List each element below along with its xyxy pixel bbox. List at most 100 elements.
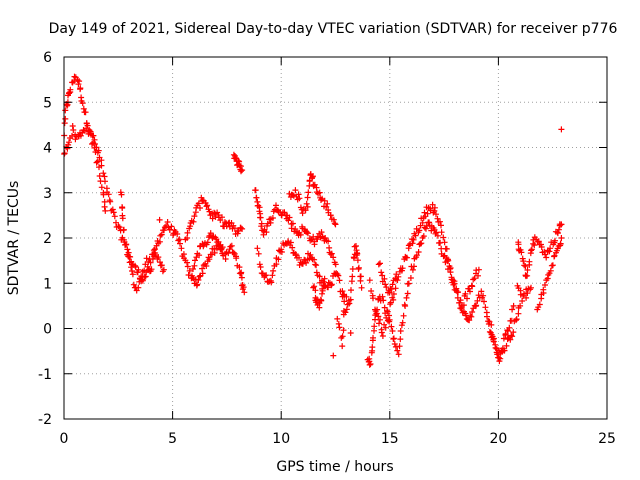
data-point [382, 324, 389, 331]
data-point [204, 239, 211, 246]
data-point [225, 250, 232, 257]
data-point [290, 192, 297, 199]
data-point [358, 284, 365, 291]
data-point [415, 249, 422, 255]
y-axis-label: SDTVAR / TECUs [6, 181, 22, 296]
data-point [204, 202, 211, 209]
data-point [237, 224, 244, 231]
data-point [239, 167, 246, 174]
data-point [485, 318, 492, 325]
data-point [150, 247, 157, 254]
data-point [379, 272, 386, 279]
data-point [443, 245, 450, 252]
data-point [219, 244, 226, 251]
data-point [366, 361, 373, 368]
data-point [400, 312, 407, 319]
data-point [397, 336, 404, 343]
data-point [380, 297, 387, 304]
data-point [309, 174, 316, 181]
data-point [540, 290, 547, 296]
data-point [394, 347, 401, 354]
data-point [381, 304, 388, 311]
data-point [486, 318, 493, 325]
data-point [410, 236, 417, 243]
data-point [339, 343, 346, 350]
data-point [257, 264, 264, 270]
data-point [447, 265, 454, 271]
data-point [332, 261, 339, 268]
data-point [111, 213, 118, 220]
data-point [503, 342, 510, 349]
data-point [328, 281, 335, 288]
data-point [82, 109, 89, 116]
data-point [70, 127, 77, 133]
data-point [323, 203, 330, 210]
data-point [268, 279, 275, 286]
y-tick-labels: -2 -1 0 1 2 3 4 5 6 [38, 50, 52, 428]
data-point [558, 126, 565, 133]
y-tick-label: 3 [43, 186, 52, 202]
data-point [370, 334, 376, 341]
data-point [515, 310, 522, 317]
x-axis-label: GPS time / hours [276, 459, 393, 475]
data-point [348, 287, 354, 294]
data-point [299, 210, 306, 217]
data-point [469, 309, 476, 315]
data-point [197, 205, 203, 211]
data-point [528, 247, 535, 254]
data-point [508, 317, 515, 324]
data-point [119, 215, 126, 222]
data-point [424, 210, 431, 217]
data-point [391, 341, 398, 347]
data-point [499, 345, 506, 352]
data-point [238, 168, 244, 175]
data-point [61, 120, 68, 127]
data-point [143, 255, 150, 262]
data-point [523, 294, 530, 301]
data-point [295, 191, 302, 198]
data-point [509, 306, 516, 313]
data-point [420, 233, 427, 240]
data-point [467, 312, 474, 319]
data-point [445, 257, 452, 264]
data-point [256, 261, 263, 268]
data-point [252, 187, 259, 194]
x-tick-label: 20 [489, 431, 507, 447]
data-point [120, 226, 127, 233]
y-tick-label: 6 [43, 50, 52, 66]
data-point [160, 266, 167, 273]
data-point [75, 81, 82, 88]
plot-frame [63, 56, 608, 420]
data-point [386, 312, 392, 319]
data-point [302, 207, 309, 214]
data-point [176, 236, 183, 243]
data-point [405, 280, 412, 287]
data-point [184, 229, 191, 236]
data-point [378, 329, 385, 336]
data-point [368, 288, 375, 294]
data-point [318, 297, 325, 304]
data-point [376, 320, 382, 327]
data-point [336, 277, 343, 284]
data-point [102, 207, 109, 214]
data-point [462, 290, 469, 297]
data-point [164, 219, 171, 225]
data-point [437, 218, 443, 225]
data-point [304, 194, 311, 201]
data-point [207, 230, 214, 237]
data-point [161, 227, 167, 234]
data-point [557, 240, 564, 247]
data-point [278, 246, 285, 253]
data-point [524, 272, 531, 279]
data-point [392, 343, 399, 350]
data-point [305, 189, 312, 196]
data-point [468, 313, 475, 320]
data-point [418, 240, 425, 247]
data-point [192, 257, 198, 264]
data-point [555, 226, 562, 233]
data-point [402, 303, 409, 309]
data-point [332, 271, 339, 278]
data-point [199, 197, 206, 204]
data-point [488, 331, 495, 338]
y-tick-label: 4 [43, 141, 52, 157]
